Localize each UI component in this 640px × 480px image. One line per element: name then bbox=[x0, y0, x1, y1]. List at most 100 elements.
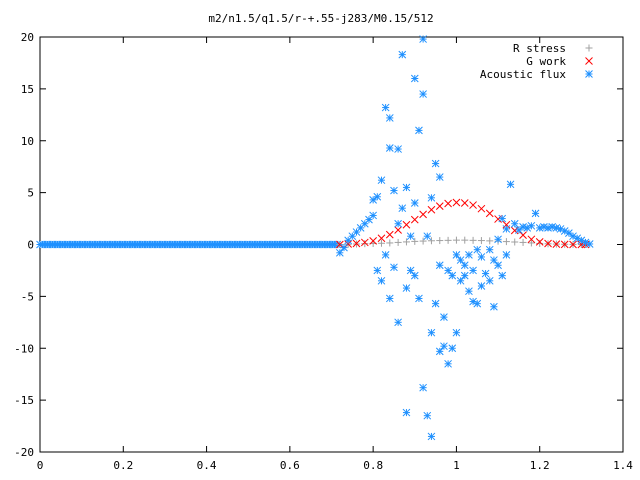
acoustic-flux-point bbox=[377, 276, 386, 285]
acoustic-flux-point bbox=[369, 196, 377, 204]
legend-label: R stress bbox=[513, 42, 566, 55]
acoustic-flux-point bbox=[565, 229, 573, 237]
r-stress-point bbox=[511, 238, 519, 246]
acoustic-flux-point bbox=[335, 248, 344, 257]
acoustic-flux-point bbox=[419, 35, 427, 43]
acoustic-flux-point bbox=[427, 432, 436, 441]
acoustic-flux-point bbox=[490, 302, 498, 311]
g-work-point bbox=[552, 240, 561, 248]
acoustic-flux-point bbox=[406, 232, 415, 241]
g-work-point bbox=[519, 231, 527, 240]
acoustic-flux-point bbox=[527, 221, 536, 230]
acoustic-flux-point bbox=[502, 251, 511, 259]
r-stress-point bbox=[469, 236, 477, 244]
acoustic-flux-point bbox=[498, 271, 507, 280]
acoustic-flux-point bbox=[381, 251, 390, 259]
acoustic-flux-point bbox=[381, 103, 390, 112]
r-stress-point bbox=[444, 236, 452, 244]
acoustic-flux-point bbox=[456, 256, 465, 264]
acoustic-flux-point bbox=[481, 269, 490, 278]
acoustic-flux-point bbox=[415, 126, 423, 135]
g-work-point bbox=[469, 201, 477, 209]
g-work-point bbox=[485, 209, 494, 218]
g-work-point bbox=[535, 238, 544, 246]
acoustic-flux-point bbox=[340, 243, 348, 252]
acoustic-flux-point bbox=[410, 199, 419, 207]
acoustic-flux-point bbox=[452, 328, 461, 337]
acoustic-flux-point bbox=[402, 183, 411, 192]
g-work-point bbox=[560, 240, 569, 249]
acoustic-flux-point bbox=[456, 276, 465, 285]
g-work-point bbox=[569, 240, 577, 249]
x-axis: 0 0.2 0.4 0.6 0.8 1 1.2 1.4 bbox=[37, 37, 633, 472]
g-work-point bbox=[527, 235, 536, 244]
acoustic-flux-point bbox=[390, 263, 398, 272]
acoustic-flux-point bbox=[423, 411, 432, 420]
r-stress-point bbox=[402, 238, 410, 246]
acoustic-flux-baseline bbox=[36, 240, 342, 249]
y-tick-label: -10 bbox=[14, 342, 34, 355]
acoustic-flux-point bbox=[473, 299, 482, 308]
chart-title: m2/n1.5/q1.5/r-+.55-j283/M0.15/512 bbox=[208, 12, 433, 25]
acoustic-flux-point bbox=[385, 114, 394, 122]
g-work-point bbox=[419, 210, 427, 219]
series-layer bbox=[36, 35, 594, 441]
r-stress-point bbox=[377, 239, 385, 247]
acoustic-flux-point bbox=[423, 232, 432, 241]
acoustic-flux-point bbox=[385, 144, 394, 152]
g-work-point bbox=[477, 204, 486, 213]
g-work-point bbox=[460, 199, 469, 207]
g-work-point bbox=[369, 237, 377, 245]
r-stress-point bbox=[386, 239, 394, 247]
acoustic-flux-point bbox=[469, 266, 477, 275]
g-work-point bbox=[385, 230, 394, 239]
x-tick-label: 0.2 bbox=[113, 459, 133, 472]
r-stress-point bbox=[502, 238, 510, 246]
acoustic-flux-point bbox=[510, 219, 519, 228]
acoustic-flux-point bbox=[419, 383, 427, 392]
r-stress-point bbox=[477, 237, 485, 245]
acoustic-flux-point bbox=[435, 173, 444, 181]
x-tick-label: 0 bbox=[37, 459, 44, 472]
y-tick-label: 15 bbox=[21, 83, 34, 96]
acoustic-flux-point bbox=[494, 235, 502, 244]
acoustic-flux-point bbox=[452, 251, 461, 259]
r-stress-point bbox=[361, 240, 369, 248]
acoustic-flux-point bbox=[394, 318, 402, 327]
g-work-point bbox=[352, 239, 361, 248]
acoustic-flux-point bbox=[444, 266, 452, 275]
r-stress-point bbox=[436, 237, 444, 245]
acoustic-flux-point bbox=[440, 342, 448, 351]
acoustic-flux-point bbox=[402, 408, 411, 417]
g-work-point bbox=[435, 202, 444, 210]
acoustic-flux-point bbox=[390, 186, 398, 195]
acoustic-flux-point bbox=[448, 344, 457, 353]
g-work-point bbox=[427, 205, 436, 214]
legend-label: G work bbox=[526, 55, 566, 68]
acoustic-flux-point bbox=[415, 294, 423, 303]
r-stress-point bbox=[461, 236, 469, 244]
acoustic-flux-point bbox=[394, 219, 402, 228]
acoustic-flux-point bbox=[385, 294, 394, 303]
r-stress-point bbox=[419, 237, 427, 245]
legend-marker bbox=[585, 70, 593, 78]
g-work-point bbox=[544, 239, 552, 248]
acoustic-flux-point bbox=[531, 209, 540, 218]
y-tick-label: -5 bbox=[21, 290, 34, 303]
r-stress-point bbox=[519, 238, 527, 246]
acoustic-flux-point bbox=[485, 276, 494, 285]
x-tick-label: 1.2 bbox=[530, 459, 550, 472]
y-tick-label: -20 bbox=[14, 446, 34, 459]
series-1 bbox=[335, 198, 590, 249]
legend-marker bbox=[585, 44, 593, 52]
acoustic-flux-point bbox=[369, 211, 377, 220]
acoustic-flux-point bbox=[373, 266, 382, 275]
x-tick-label: 0.8 bbox=[363, 459, 383, 472]
acoustic-flux-point bbox=[506, 180, 515, 189]
series-2 bbox=[335, 35, 594, 441]
acoustic-flux-point bbox=[460, 271, 469, 280]
r-stress-point bbox=[527, 239, 535, 247]
acoustic-flux-point bbox=[431, 299, 440, 308]
